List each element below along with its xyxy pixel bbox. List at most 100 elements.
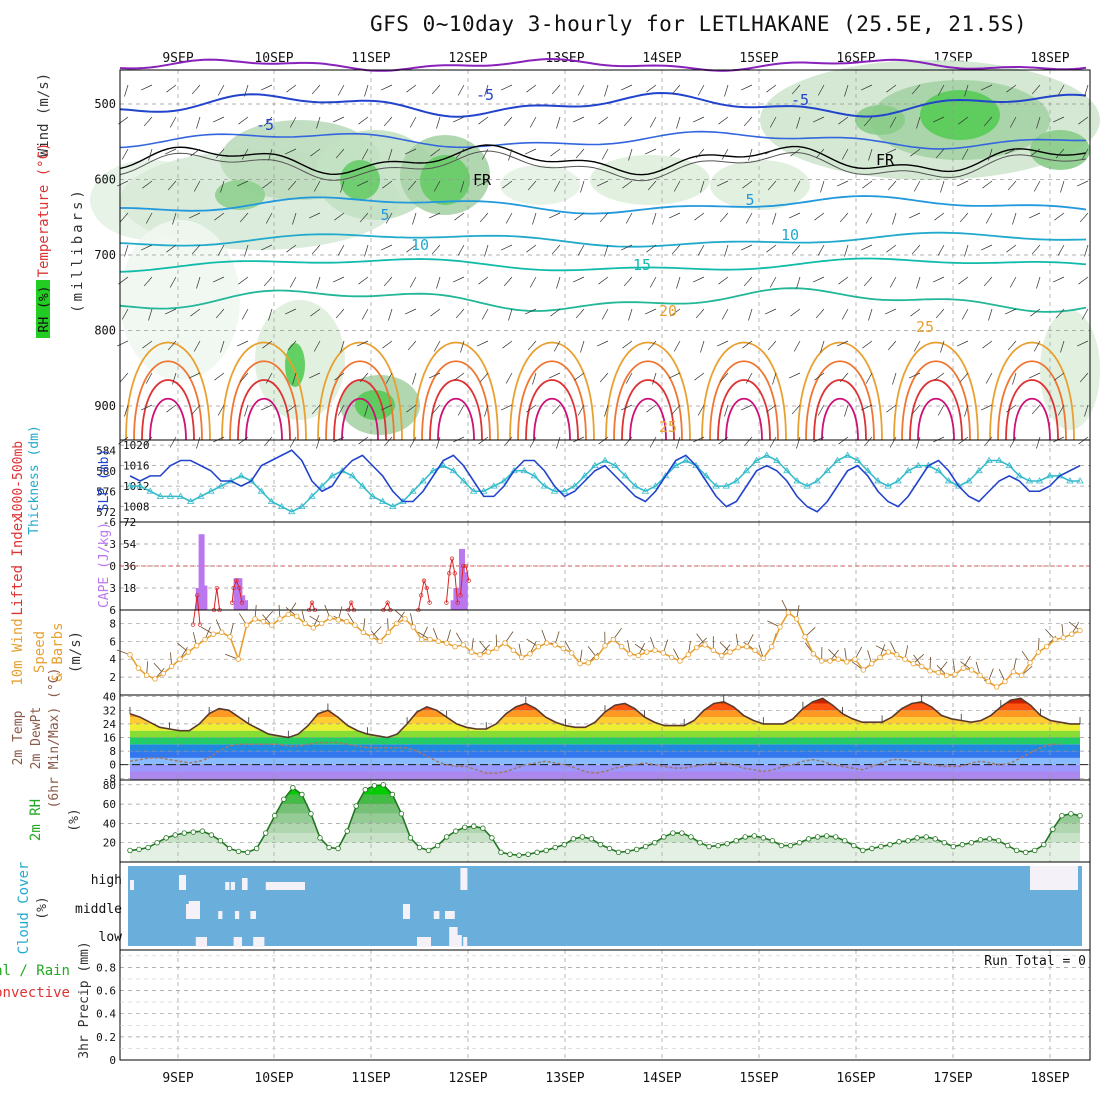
wind-barb xyxy=(412,373,416,384)
wind-barb xyxy=(676,277,680,288)
rh-shading xyxy=(500,165,580,205)
wind-barb xyxy=(214,373,224,380)
tick-label: 60 xyxy=(103,798,116,811)
wind-barb xyxy=(242,309,248,319)
rh-point xyxy=(209,833,214,838)
temperature-band xyxy=(120,724,1090,731)
temperature-contour xyxy=(702,343,786,441)
wind-barb xyxy=(861,245,872,250)
rh-band xyxy=(120,814,1090,824)
lifted-index-line xyxy=(418,581,429,610)
wind-speed-point xyxy=(1003,679,1008,684)
wind-speed-point xyxy=(628,652,633,657)
wind-barb xyxy=(552,245,560,254)
wind-speed-point xyxy=(553,643,558,648)
wind-speed-point xyxy=(453,644,458,649)
wind-speed-point xyxy=(419,637,424,642)
wind-barb xyxy=(866,373,872,383)
wind-barb xyxy=(694,373,704,380)
temperature-contour xyxy=(606,343,690,441)
wind-barb xyxy=(744,437,752,446)
wind-barb xyxy=(892,373,896,384)
wind-barb xyxy=(580,181,584,192)
wind-barb xyxy=(312,245,320,254)
contour-label: 10 xyxy=(781,226,799,244)
wind-speed-point xyxy=(444,641,449,646)
lifted-index-line xyxy=(309,603,315,610)
cloud-cell xyxy=(196,937,207,947)
wind-barb xyxy=(333,277,344,282)
rh-band xyxy=(120,794,1090,804)
rh-point xyxy=(652,840,657,845)
wind-barb xyxy=(244,405,248,416)
wind-speed-point xyxy=(686,652,691,657)
rh-point xyxy=(662,835,667,840)
tick-label: 18 xyxy=(123,582,136,595)
wind-barb xyxy=(480,213,488,222)
wind-barb xyxy=(456,309,464,318)
y-axis-label: 2m DewPt xyxy=(29,707,44,770)
temperature-contour xyxy=(414,343,498,441)
wind-barb xyxy=(741,245,752,250)
wind-speed-point xyxy=(461,643,466,648)
wind-barb xyxy=(626,213,632,223)
wind-barb xyxy=(693,277,704,282)
panel-frame xyxy=(120,950,1090,1060)
rh-point xyxy=(327,845,332,850)
wind-barb xyxy=(458,85,464,95)
wind-barb xyxy=(696,309,704,318)
tick-label: 1020 xyxy=(123,439,150,452)
wind-barb xyxy=(530,437,536,447)
rh-point xyxy=(879,844,884,849)
date-label-bottom: 16SEP xyxy=(836,1071,875,1086)
wind-speed-point xyxy=(136,666,141,671)
wind-barb xyxy=(530,117,536,127)
wind-barb xyxy=(1010,437,1016,447)
wind-speed-point xyxy=(869,661,874,666)
tick-label: 700 xyxy=(94,248,116,262)
rh-point xyxy=(951,844,956,849)
wind-barb xyxy=(1008,181,1016,190)
cloud-level-label: high xyxy=(91,873,122,888)
wind-speed-point xyxy=(1061,635,1066,640)
rh-point xyxy=(282,797,287,802)
temperature-band xyxy=(120,744,1090,751)
wind-barb xyxy=(550,149,560,156)
wind-speed-point xyxy=(786,610,791,615)
rh-point xyxy=(978,838,983,843)
rh-point xyxy=(345,829,350,834)
date-label-top: 12SEP xyxy=(448,51,487,66)
wind-speed-point xyxy=(503,641,508,646)
wind-barb xyxy=(958,277,968,284)
cloud-cell xyxy=(242,878,248,890)
wind-barb xyxy=(957,181,968,186)
y-axis-label: 10m Wind xyxy=(10,618,26,685)
y-axis-label: 2m RH xyxy=(28,799,44,841)
wind-speed-point xyxy=(294,614,299,619)
wind-speed-point xyxy=(736,645,741,650)
contour-label: 5 xyxy=(745,191,754,209)
rh-point xyxy=(698,840,703,845)
wind-barb xyxy=(718,117,728,124)
wind-speed-point xyxy=(344,619,349,624)
wind-barb xyxy=(1029,213,1040,218)
wind-barb xyxy=(814,213,824,220)
rh-point xyxy=(517,853,522,858)
wind-speed-point xyxy=(169,664,174,669)
wind-barb xyxy=(530,277,536,287)
rh-point xyxy=(689,835,694,840)
wind-barb xyxy=(768,341,776,350)
wind-barb xyxy=(772,213,776,224)
wind-barb xyxy=(556,117,560,128)
contour-label: FR xyxy=(876,151,895,169)
wind-barb xyxy=(958,437,968,444)
wind-speed-point xyxy=(894,652,899,657)
wind-speed-point xyxy=(211,632,216,637)
wind-speed-point xyxy=(636,653,641,658)
rh-point xyxy=(508,852,513,857)
contour-label: 25 xyxy=(916,318,934,336)
wind-barb xyxy=(213,117,224,122)
wind-speed-point xyxy=(703,643,708,648)
rh-point xyxy=(996,838,1001,843)
